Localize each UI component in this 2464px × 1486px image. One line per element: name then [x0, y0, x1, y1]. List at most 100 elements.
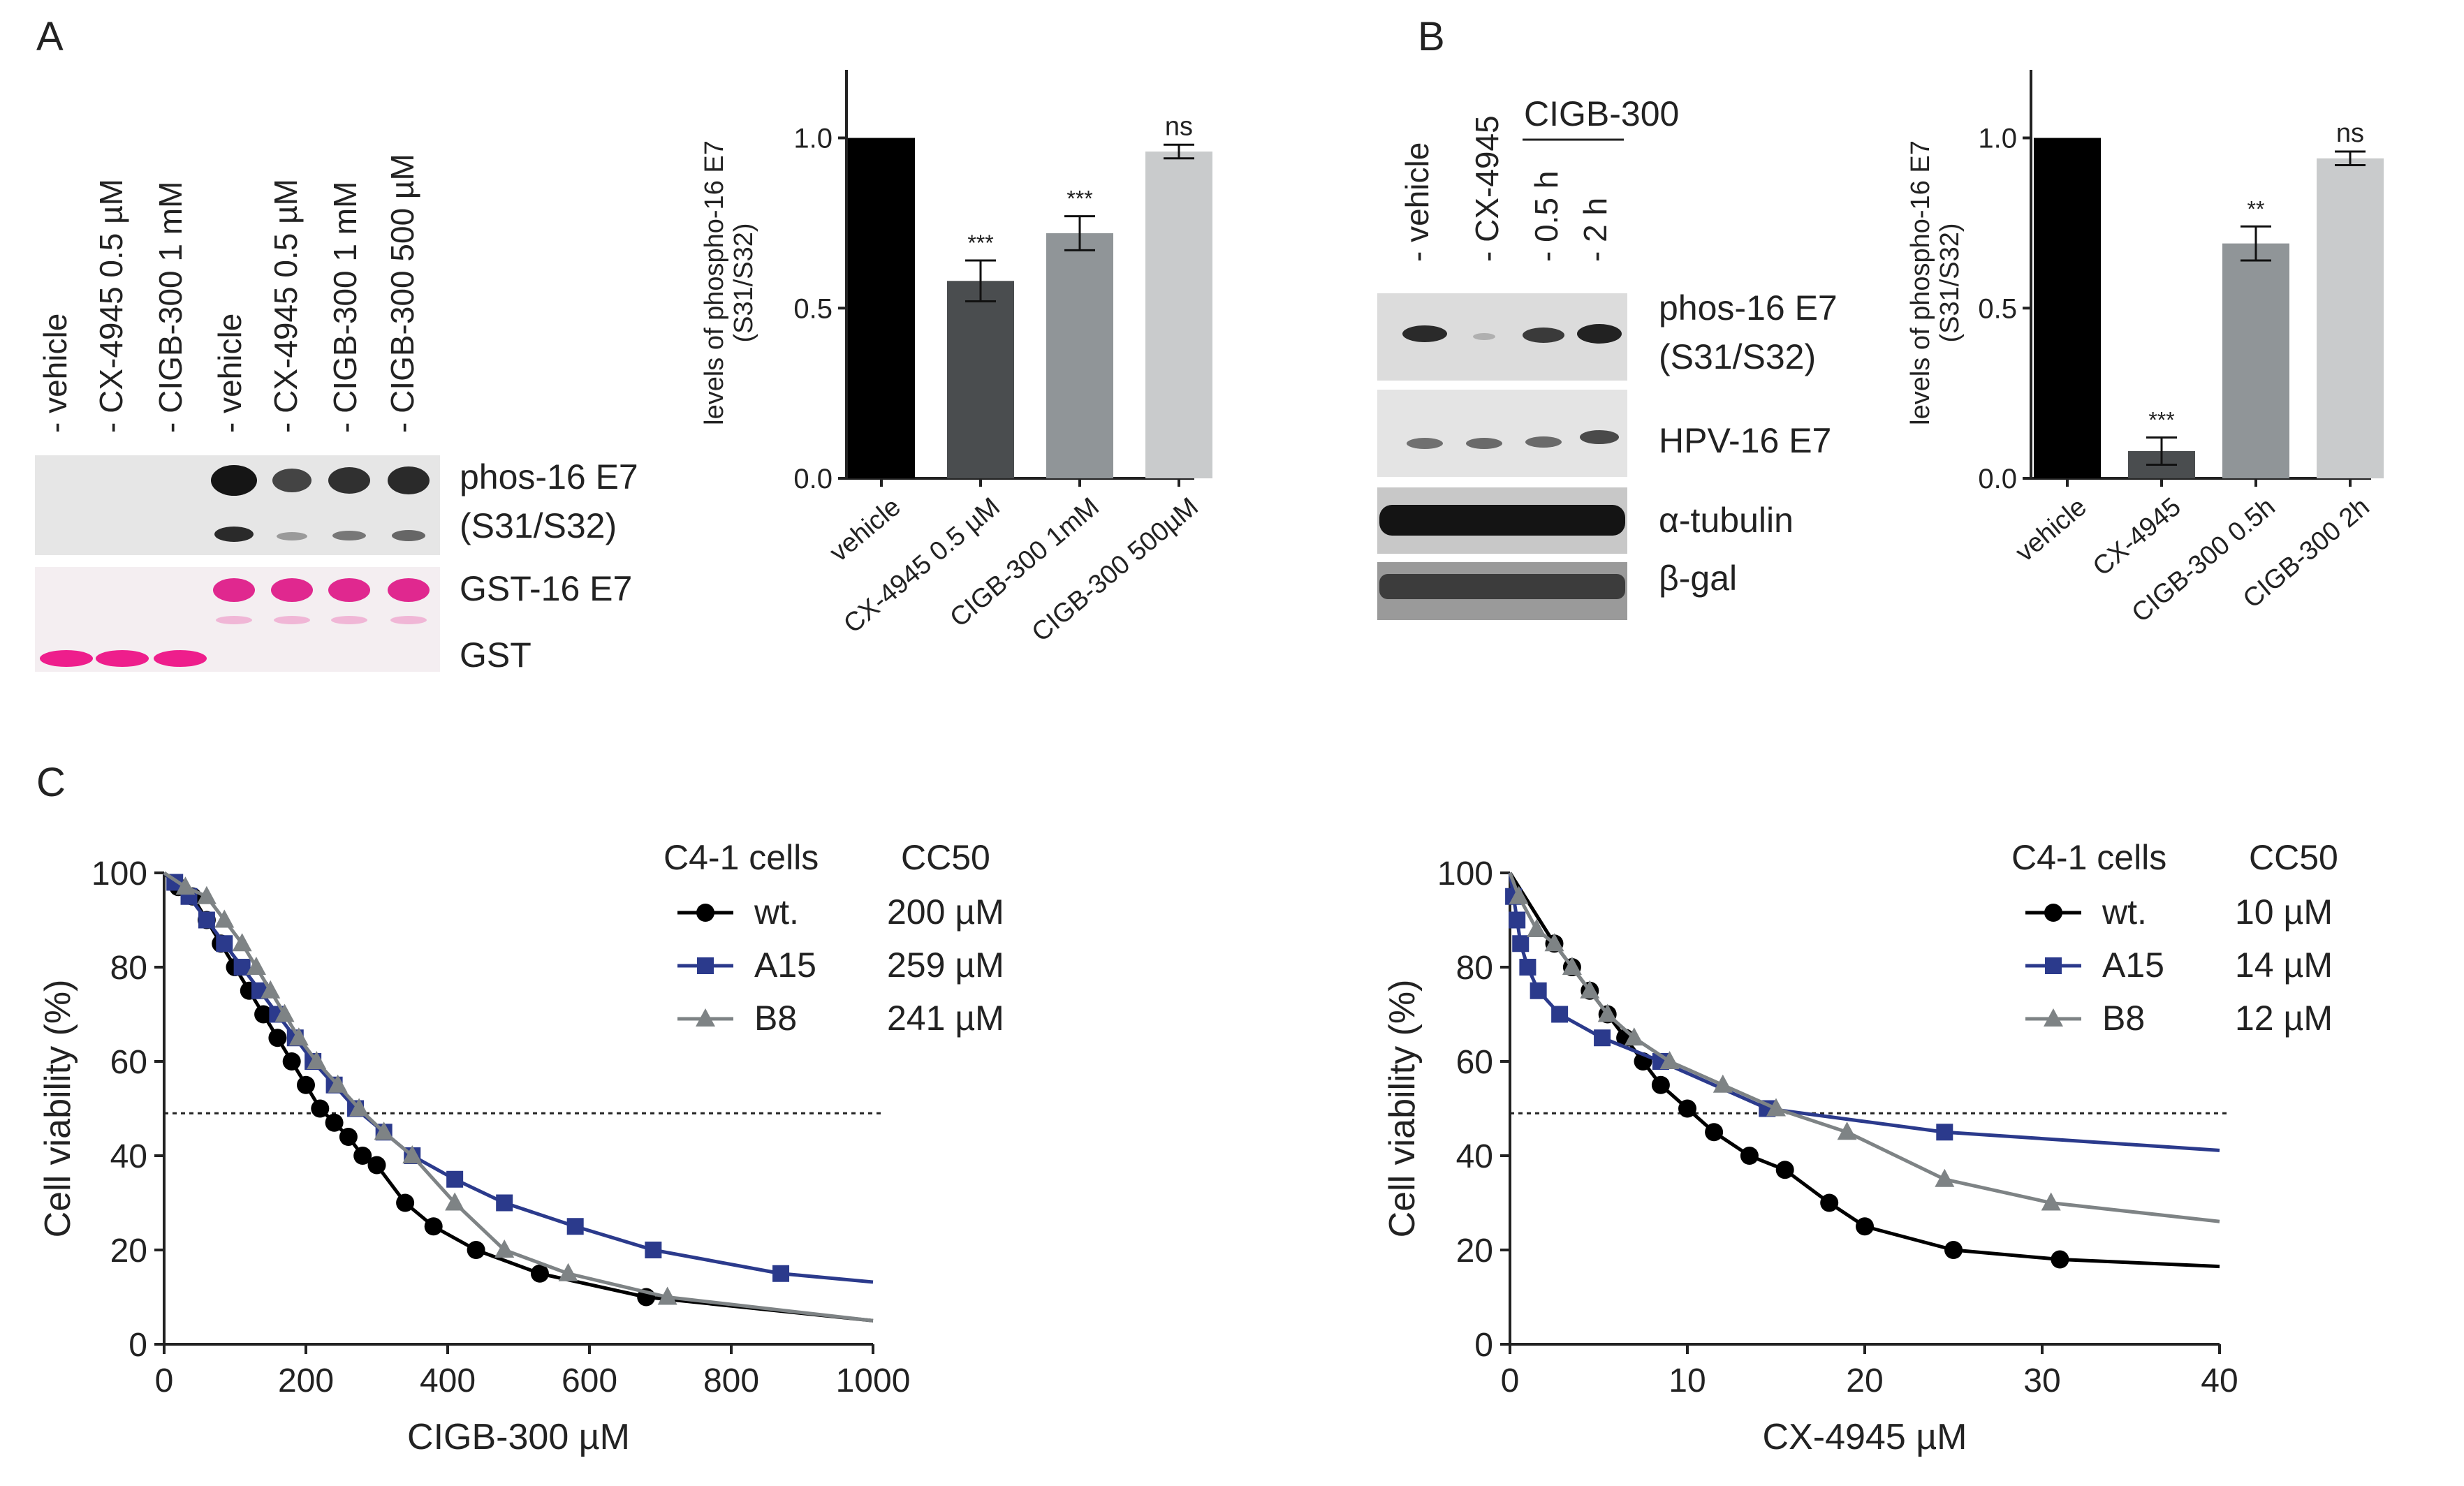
data-point — [196, 885, 217, 904]
data-point — [467, 1241, 485, 1259]
series-line — [163, 871, 874, 1284]
data-point — [268, 1029, 287, 1047]
y-tick-label: 0 — [129, 1327, 147, 1364]
bar — [1145, 152, 1212, 478]
x-tick-label: 0 — [1501, 1362, 1520, 1399]
data-point — [530, 1264, 549, 1283]
legend-series-name: A15 — [2102, 946, 2164, 985]
blot-a-band — [392, 530, 425, 541]
blot-a-band — [271, 578, 313, 602]
data-point — [282, 1052, 301, 1071]
legend-cc50: 259 µM — [887, 946, 1004, 985]
blot-a-band — [40, 650, 93, 667]
line-chart-cx4945: 0 20 40 60 80 100 0 10 20 30 40 CX-4945 µM Cell viab… — [1382, 838, 2338, 1457]
data-point — [445, 1192, 465, 1211]
blot-b-band — [1523, 328, 1564, 343]
data-point — [1562, 957, 1582, 975]
blot-a-lane-label: - CX-4945 0.5 µM — [267, 179, 304, 433]
data-point — [2041, 1192, 2061, 1211]
data-point — [496, 1194, 513, 1212]
blot-a: - vehicle - CX-4945 0.5 µM - CIGB-300 1 … — [35, 154, 638, 675]
blot-a-band — [328, 467, 370, 494]
data-point — [374, 1121, 394, 1140]
x-tick-label: 40 — [2201, 1362, 2238, 1399]
data-point — [772, 1265, 790, 1282]
y-tick-label: 100 — [1437, 855, 1493, 892]
legend-series-name: wt. — [2102, 892, 2147, 932]
blot-b-row-label: β-gal — [1659, 559, 1737, 598]
data-point — [328, 1074, 348, 1093]
data-point — [1509, 885, 1529, 904]
series-line — [1508, 871, 2220, 1269]
bar — [2317, 158, 2384, 478]
blot-a-row-label: GST-16 E7 — [460, 569, 632, 608]
y-tick-label: 40 — [110, 1138, 147, 1175]
data-point — [1856, 1217, 1874, 1236]
data-point — [1512, 935, 1530, 952]
data-point — [2044, 904, 2062, 922]
blot-a-band — [154, 650, 207, 667]
y-tick-label: 60 — [110, 1044, 147, 1081]
blot-b-band — [1525, 436, 1562, 448]
blot-a-band — [277, 532, 307, 540]
data-point — [396, 1193, 415, 1212]
legend-cc50: 14 µM — [2235, 946, 2333, 985]
data-point — [288, 1027, 309, 1046]
data-point — [424, 1217, 443, 1236]
data-point — [494, 1239, 515, 1258]
bar — [2222, 243, 2289, 478]
blot-a-row-label: phos-16 E7 — [460, 457, 638, 496]
data-point — [311, 1099, 330, 1118]
blot-a-band — [328, 578, 370, 602]
data-point — [2051, 1250, 2069, 1269]
x-tick-label: 800 — [703, 1362, 759, 1399]
data-point — [1935, 1168, 1955, 1187]
blot-b-lane-label: - 0.5 h — [1528, 171, 1564, 262]
blot-b-band — [1402, 325, 1447, 342]
data-point — [1713, 1074, 1733, 1093]
bar-chart-b: 0.0 0.5 1.0 levels of phospho-16 E7 (S31/S32… — [1906, 70, 2384, 628]
legend-cc50: 200 µM — [887, 892, 1004, 932]
x-tick-label: 1000 — [836, 1362, 911, 1399]
data-point — [2045, 957, 2062, 974]
y-tick-label: 20 — [110, 1233, 147, 1270]
blot-b-group-label: CIGB-300 — [1524, 94, 1679, 133]
blot-a-band — [388, 466, 430, 494]
blot-a-lane-label: - vehicle — [212, 314, 248, 433]
data-point — [367, 1156, 386, 1175]
blot-b-band — [1473, 333, 1495, 340]
data-point — [1580, 980, 1600, 999]
data-point — [1597, 1003, 1618, 1022]
data-point — [1775, 1161, 1794, 1179]
data-point — [696, 1008, 715, 1027]
data-point — [1651, 1075, 1670, 1094]
bar — [848, 138, 915, 478]
blot-a-band — [332, 531, 366, 540]
blot-b-row-label: (S31/S32) — [1659, 337, 1816, 376]
blot-b-lane-label: - CX-4945 — [1469, 115, 1505, 262]
y-axis-label: (S31/S32) — [1935, 223, 1965, 342]
data-point — [1530, 982, 1547, 999]
blot-a-band — [390, 616, 427, 624]
data-point — [254, 1005, 273, 1024]
significance-label: *** — [967, 230, 993, 256]
blot-a-lane-label: - CIGB-300 1 mM — [152, 182, 189, 433]
x-tick-label: 10 — [1669, 1362, 1706, 1399]
y-axis-label: Cell viability (%) — [1382, 980, 1423, 1238]
x-tick-label: 20 — [1846, 1362, 1883, 1399]
data-point — [1527, 919, 1547, 937]
y-tick-label: 1.0 — [793, 124, 833, 154]
blot-a-band — [213, 578, 255, 602]
blot-b-band — [1407, 438, 1443, 449]
blot-a-lane-label: - CX-4945 0.5 µM — [93, 179, 129, 433]
data-point — [261, 980, 281, 999]
blot-b-band — [1466, 438, 1502, 449]
data-point — [566, 1218, 584, 1235]
data-point — [353, 1147, 372, 1165]
data-point — [1544, 933, 1564, 952]
x-tick-label: vehicle — [2010, 492, 2092, 568]
x-axis-label: CX-4945 µM — [1763, 1417, 1967, 1457]
y-axis-label: Cell viability (%) — [38, 980, 78, 1238]
data-point — [1678, 1099, 1696, 1118]
legend-cc50: 12 µM — [2235, 999, 2333, 1038]
